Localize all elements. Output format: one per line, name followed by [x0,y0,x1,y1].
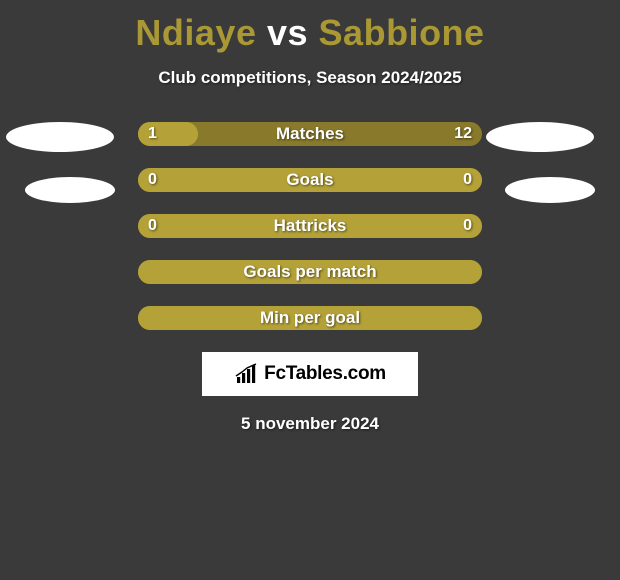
stat-label: Matches [138,122,482,146]
decorative-ellipse [486,122,594,152]
stat-row: 00Goals [138,168,482,192]
stat-label: Hattricks [138,214,482,238]
subtitle: Club competitions, Season 2024/2025 [0,68,620,88]
logo-box: FcTables.com [202,352,418,396]
decorative-ellipse [6,122,114,152]
stat-row: Goals per match [138,260,482,284]
vs-text: vs [267,12,308,53]
stat-label: Goals per match [138,260,482,284]
player2-name: Sabbione [319,12,485,53]
stat-row: 00Hattricks [138,214,482,238]
stat-rows: 112Matches 00Goals 00Hattricks Goals per ma… [0,122,620,330]
stat-row: 112Matches [138,122,482,146]
stat-label: Goals [138,168,482,192]
stat-row: Min per goal [138,306,482,330]
logo: FcTables.com [234,363,386,385]
decorative-ellipse [505,177,595,203]
date: 5 november 2024 [0,414,620,434]
decorative-ellipse [25,177,115,203]
stat-label: Min per goal [138,306,482,330]
barchart-icon [234,363,260,385]
logo-text: FcTables.com [264,363,386,385]
comparison-title: Ndiaye vs Sabbione [0,0,620,54]
player1-name: Ndiaye [135,12,256,53]
